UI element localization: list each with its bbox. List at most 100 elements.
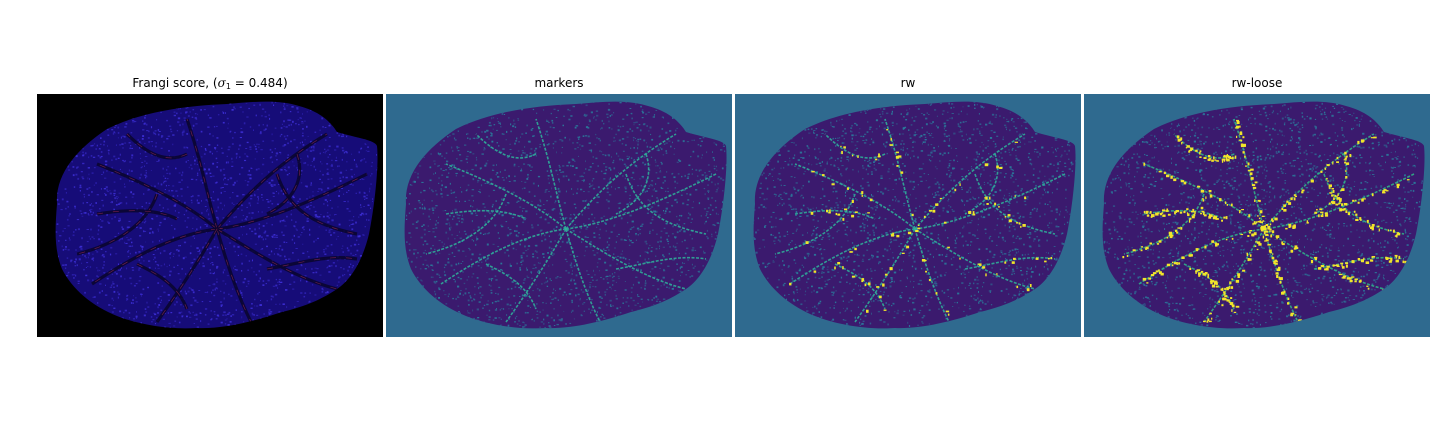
segmented-vessel-pixel xyxy=(1160,272,1164,276)
segmented-vessel-pixel xyxy=(1298,319,1301,321)
segmented-vessel-pixel xyxy=(999,166,1003,169)
segmented-vessel-pixel xyxy=(1327,180,1329,182)
segmented-vessel-pixel xyxy=(1221,287,1224,291)
segmented-vessel-pixel xyxy=(1149,211,1152,214)
segmented-vessel-pixel xyxy=(900,171,904,174)
vessel-edge xyxy=(266,153,300,215)
vessel-segment xyxy=(565,133,677,230)
segmented-vessel-pixel xyxy=(1370,137,1374,139)
segmented-vessel-pixel xyxy=(1226,204,1228,206)
segmented-vessel-pixel xyxy=(1150,274,1155,277)
segmented-vessel-pixel xyxy=(1224,299,1228,301)
segmented-vessel-pixel xyxy=(1241,209,1244,211)
segmented-vessel-pixel xyxy=(1195,149,1198,152)
vessel-segment xyxy=(425,193,507,255)
segmented-vessel-pixel xyxy=(1208,190,1212,193)
segmented-vessel-pixel xyxy=(1228,301,1230,303)
segmented-vessel-pixel xyxy=(939,197,942,200)
segmented-vessel-pixel xyxy=(892,232,895,235)
segmented-vessel-pixel xyxy=(959,257,961,260)
segmented-vessel-pixel xyxy=(1236,121,1240,124)
segmented-vessel-pixel xyxy=(882,283,885,287)
segmented-vessel-pixel xyxy=(1385,257,1389,259)
segmented-vessel-pixel xyxy=(826,209,829,213)
sigma-symbol: σ xyxy=(217,76,226,90)
segmented-vessel-pixel xyxy=(1257,215,1259,217)
segmented-vessel-pixel xyxy=(1246,252,1248,255)
segmented-vessel-pixel xyxy=(1145,247,1147,250)
segmented-vessel-pixel xyxy=(1354,280,1357,283)
segmented-vessel-pixel xyxy=(864,283,867,287)
segmented-vessel-pixel xyxy=(1268,230,1272,232)
segmented-vessel-pixel xyxy=(1186,212,1189,215)
segmented-vessel-pixel xyxy=(1249,172,1253,176)
segmented-vessel-pixel xyxy=(1340,189,1342,192)
segmented-vessel-pixel xyxy=(998,206,1000,208)
segmented-vessel-pixel xyxy=(1294,247,1299,249)
panel-title-frangi: Frangi score, (σ1 = 0.484) xyxy=(37,76,383,91)
segmented-vessel-pixel xyxy=(1331,188,1334,190)
segmented-vessel-pixel xyxy=(1345,170,1347,172)
vessel-segment xyxy=(91,227,218,286)
segmented-vessel-pixel xyxy=(1172,261,1174,264)
segmented-vessel-pixel xyxy=(861,280,864,283)
segmented-vessel-pixel xyxy=(1344,151,1347,155)
segmented-vessel-pixel xyxy=(1290,314,1294,317)
segmented-vessel-pixel xyxy=(1265,233,1269,236)
vessel-segment xyxy=(565,228,687,290)
segmented-vessel-pixel xyxy=(1016,285,1019,289)
markers-image xyxy=(386,94,732,337)
segmented-vessel-pixel xyxy=(1132,249,1136,252)
segmented-vessel-pixel xyxy=(1320,215,1324,217)
segmented-vessel-pixel xyxy=(1365,261,1370,264)
segmented-vessel-pixel xyxy=(1231,156,1234,160)
segmented-vessel-pixel xyxy=(1394,235,1396,237)
segmented-vessel-pixel xyxy=(1194,211,1196,214)
tissue-region xyxy=(753,101,1076,329)
segmented-vessel-pixel xyxy=(977,263,981,265)
segmented-vessel-pixel xyxy=(829,209,831,213)
segmented-vessel-pixel xyxy=(1249,254,1252,257)
segmented-vessel-pixel xyxy=(1213,215,1216,218)
segmented-vessel-pixel xyxy=(1192,208,1195,212)
segmented-vessel-pixel xyxy=(1326,164,1330,167)
segmented-vessel-pixel xyxy=(889,267,893,271)
segmented-vessel-pixel xyxy=(868,282,871,286)
segmented-vessel-pixel xyxy=(1215,285,1219,288)
segmented-vessel-pixel xyxy=(828,211,831,214)
segmented-vessel-pixel xyxy=(901,252,905,254)
segmented-vessel-pixel xyxy=(1324,268,1326,271)
segmented-vessel-pixel xyxy=(1306,222,1309,224)
vessel-edge xyxy=(186,118,218,230)
segmented-vessel-pixel xyxy=(1195,270,1198,273)
segmented-vessel-pixel xyxy=(1373,136,1377,139)
segmented-vessel-pixel xyxy=(917,227,921,230)
segmented-vessel-pixel xyxy=(846,187,849,190)
segmented-vessel-pixel xyxy=(1155,212,1159,216)
segmented-vessel-pixel xyxy=(1261,215,1265,217)
segmented-vessel-pixel xyxy=(1271,256,1275,260)
segmented-vessel-pixel xyxy=(1349,280,1353,283)
segmented-vessel-pixel xyxy=(1278,276,1281,280)
segmented-vessel-pixel xyxy=(1294,306,1298,309)
segmented-vessel-pixel xyxy=(1326,177,1328,180)
segmented-vessel-pixel xyxy=(1199,156,1202,158)
segmented-vessel-pixel xyxy=(1339,208,1342,212)
segmented-vessel-pixel xyxy=(1270,234,1273,238)
segmented-vessel-pixel xyxy=(851,275,856,278)
vessel-segment xyxy=(535,118,567,230)
segmented-vessel-pixel xyxy=(1188,219,1191,223)
segmented-vessel-pixel xyxy=(1253,221,1256,224)
segmented-vessel-pixel xyxy=(923,215,926,218)
segmented-vessel-pixel xyxy=(1200,212,1202,215)
segmented-vessel-pixel xyxy=(869,198,873,202)
segmented-vessel-pixel xyxy=(1209,194,1213,198)
segmented-vessel-pixel xyxy=(1190,254,1193,257)
segmented-vessel-pixel xyxy=(1385,190,1389,192)
segmented-vessel-pixel xyxy=(1215,282,1218,285)
segmented-vessel-pixel xyxy=(1272,253,1274,255)
segmented-vessel-pixel xyxy=(1216,218,1218,220)
vessel-segment xyxy=(505,228,567,323)
segmented-vessel-pixel xyxy=(1246,254,1249,256)
segmented-vessel-pixel xyxy=(1392,229,1395,233)
